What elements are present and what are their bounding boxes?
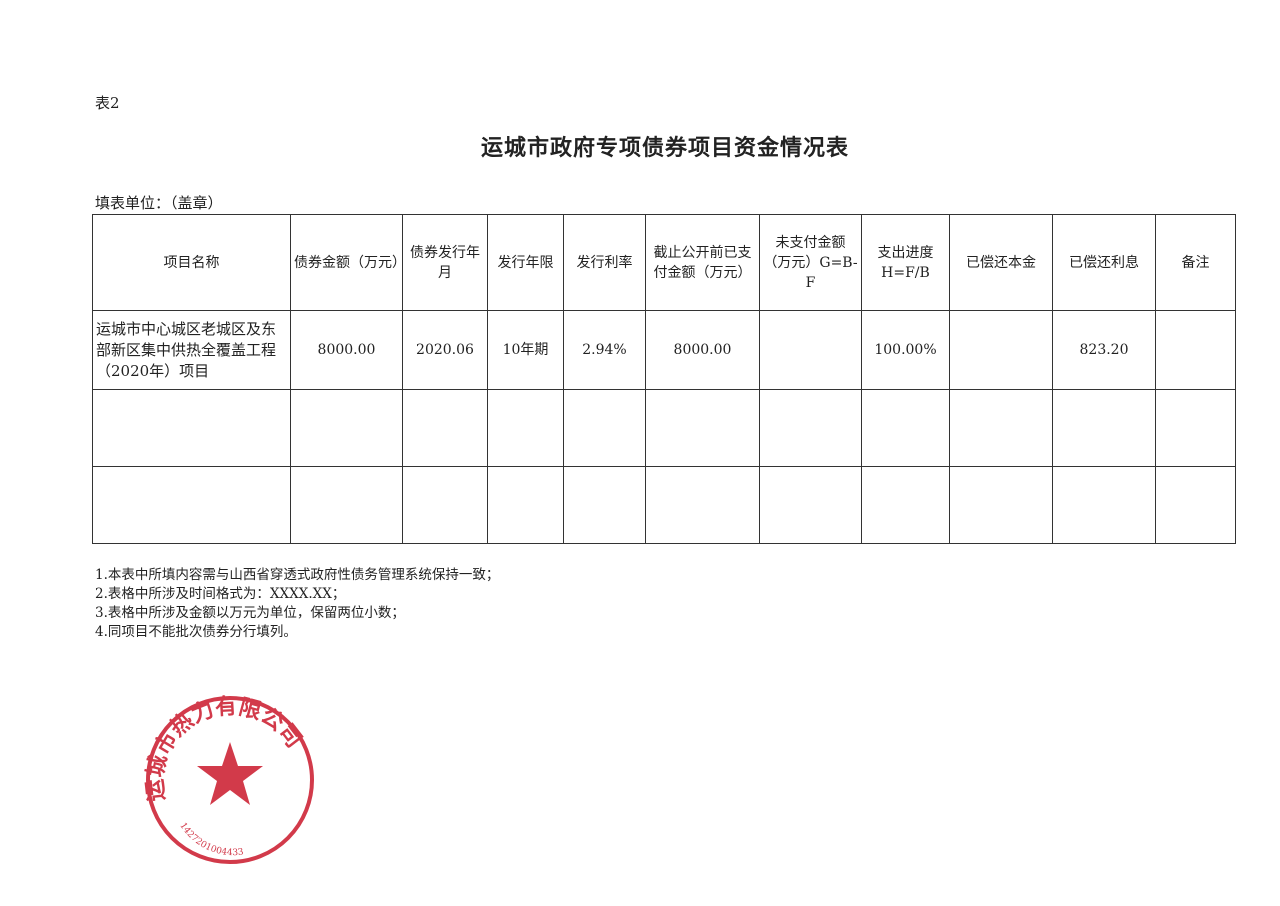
cell <box>487 389 564 467</box>
header-issue-date: 债券发行年月 <box>402 214 488 311</box>
cell: 8000.00 <box>290 310 403 390</box>
table-label: 表2 <box>95 94 120 112</box>
table-row <box>92 389 1236 467</box>
header-paid-amount: 截止公开前已支付金额（万元） <box>645 214 760 311</box>
cell <box>1052 466 1156 544</box>
cell <box>563 389 646 467</box>
note-item: 2.表格中所涉及时间格式为：XXXX.XX； <box>95 586 346 602</box>
cell: 2.94% <box>563 310 646 390</box>
star-icon <box>197 742 263 805</box>
seal-number: 1427201004433 <box>177 821 244 858</box>
company-seal: 运城市热力有限公司 1427201004433 <box>142 693 314 864</box>
cell <box>1155 310 1236 390</box>
cell <box>949 466 1053 544</box>
cell: 2020.06 <box>402 310 488 390</box>
cell <box>1155 466 1236 544</box>
header-bond-amount: 债券金额（万元） <box>290 214 406 311</box>
cell: 10年期 <box>487 310 564 390</box>
note-item: 3.表格中所涉及金额以万元为单位，保留两位小数； <box>95 605 405 621</box>
cell <box>402 466 488 544</box>
table-row <box>92 466 1236 544</box>
header-term: 发行年限 <box>487 214 564 311</box>
page-title: 运城市政府专项债券项目资金情况表 <box>480 135 849 161</box>
cell <box>949 389 1053 467</box>
fund-table: 项目名称 债券金额（万元） 债券发行年月 发行年限 发行利率 截止公开前已支付金… <box>92 214 1236 544</box>
header-remarks: 备注 <box>1155 214 1236 311</box>
table-row: 运城市中心城区老城区及东部新区集中供热全覆盖工程（2020年）项目 8000.0… <box>92 310 1236 390</box>
cell <box>563 466 646 544</box>
cell <box>92 466 291 544</box>
note-item: 1.本表中所填内容需与山西省穿透式政府性债务管理系统保持一致； <box>95 567 500 583</box>
header-project-name: 项目名称 <box>92 214 291 311</box>
cell <box>645 466 760 544</box>
notes: 1.本表中所填内容需与山西省穿透式政府性债务管理系统保持一致； 2.表格中所涉及… <box>95 566 499 642</box>
header-progress: 支出进度H=F/B <box>861 214 950 311</box>
cell <box>402 389 488 467</box>
cell <box>92 389 291 467</box>
header-rate: 发行利率 <box>563 214 646 311</box>
cell: 8000.00 <box>645 310 760 390</box>
header-unpaid-amount: 未支付金额（万元）G=B-F <box>759 214 862 311</box>
cell <box>645 389 760 467</box>
cell <box>949 310 1053 390</box>
cell <box>290 466 403 544</box>
note-item: 4.同项目不能批次债券分行填列。 <box>95 624 297 640</box>
seal-ring <box>146 696 314 864</box>
header-principal-repaid: 已偿还本金 <box>949 214 1053 311</box>
header-row: 项目名称 债券金额（万元） 债券发行年月 发行年限 发行利率 截止公开前已支付金… <box>92 214 1236 311</box>
cell: 运城市中心城区老城区及东部新区集中供热全覆盖工程（2020年）项目 <box>92 310 291 390</box>
cell <box>861 466 950 544</box>
cell <box>861 389 950 467</box>
cell <box>1052 389 1156 467</box>
cell <box>487 466 564 544</box>
cell <box>759 310 862 390</box>
cell <box>290 389 403 467</box>
cell: 823.20 <box>1052 310 1156 390</box>
seal-text: 运城市热力有限公司 <box>142 693 307 802</box>
cell <box>759 466 862 544</box>
header-interest-repaid: 已偿还利息 <box>1052 214 1156 311</box>
unit-label: 填表单位：（盖章） <box>95 194 223 212</box>
cell <box>759 389 862 467</box>
cell <box>1155 389 1236 467</box>
cell: 100.00% <box>861 310 950 390</box>
